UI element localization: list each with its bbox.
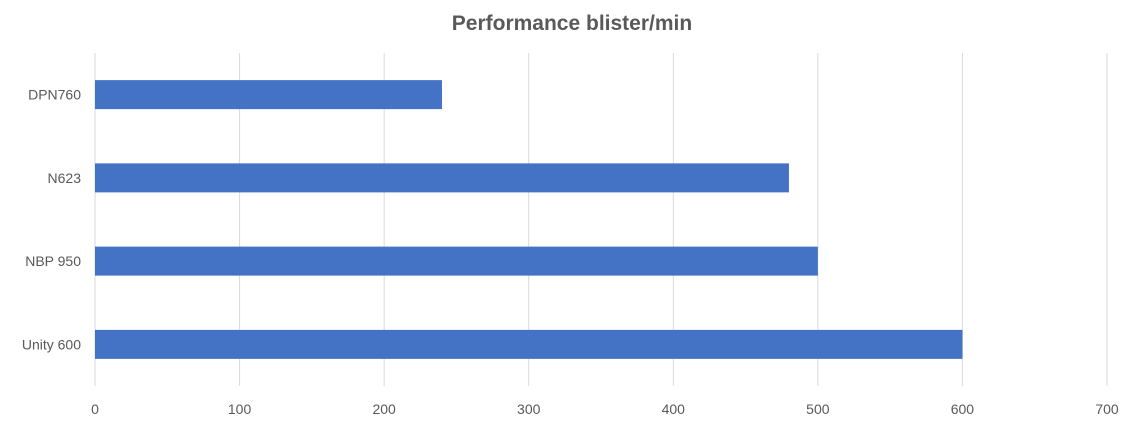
bar — [95, 163, 789, 193]
x-tick-label: 600 — [951, 401, 975, 417]
category-label: Unity 600 — [22, 336, 81, 352]
x-tick-label: 200 — [372, 401, 396, 417]
x-tick-label: 700 — [1095, 401, 1119, 417]
category-label: NBP 950 — [25, 253, 81, 269]
category-label: N623 — [48, 170, 82, 186]
x-tick-label: 500 — [806, 401, 830, 417]
bars — [95, 80, 963, 359]
x-tick-label: 0 — [91, 401, 99, 417]
x-axis-tick-labels: 0 100 200 300 400 500 600 700 — [91, 401, 1119, 417]
bar — [95, 246, 818, 276]
x-tick-label: 400 — [662, 401, 686, 417]
bar — [95, 329, 963, 359]
x-tick-label: 100 — [228, 401, 252, 417]
bar — [95, 80, 442, 110]
category-label: DPN760 — [28, 87, 81, 103]
category-labels: DPN760 N623 NBP 950 Unity 600 — [22, 87, 81, 353]
chart-title: Performance blister/min — [452, 12, 692, 35]
x-tick-label: 300 — [517, 401, 541, 417]
